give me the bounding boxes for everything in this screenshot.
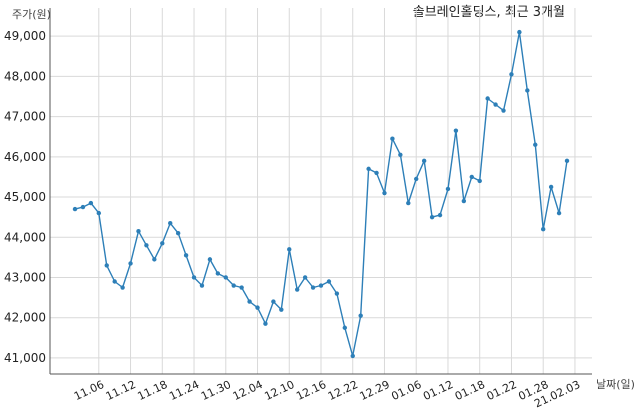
data-point <box>247 299 252 304</box>
data-point <box>461 198 467 204</box>
x-tick-label: 01.12 <box>421 378 455 403</box>
data-point <box>382 190 387 196</box>
data-point <box>191 275 197 280</box>
data-point <box>112 279 117 284</box>
x-tick-label: 11.06 <box>72 378 106 403</box>
y-tick-label: 43,000 <box>4 270 46 284</box>
x-tick-label: 11.24 <box>167 378 201 403</box>
data-point <box>318 283 324 288</box>
price-series <box>72 29 570 359</box>
data-point <box>540 227 546 232</box>
data-point <box>215 271 221 276</box>
y-tick-label: 48,000 <box>4 69 46 83</box>
chart-title: 솔브레인홀딩스, 최근 3개월 <box>413 5 565 20</box>
data-point <box>104 263 109 268</box>
grid <box>50 8 592 374</box>
x-tick-label: 01.06 <box>389 378 423 403</box>
y-axis-label: 주가(원) <box>12 8 51 21</box>
data-point <box>160 241 165 246</box>
data-point <box>96 210 102 216</box>
data-point <box>168 220 173 226</box>
data-point <box>501 108 506 113</box>
data-point <box>469 174 474 180</box>
data-point <box>429 214 435 220</box>
data-point <box>152 257 157 262</box>
data-point <box>294 287 300 292</box>
x-tick-label: 01.18 <box>453 378 487 403</box>
data-point <box>144 243 149 248</box>
data-point <box>120 285 125 290</box>
y-tick-label: 47,000 <box>4 110 46 124</box>
y-tick-label: 41,000 <box>4 351 46 365</box>
data-point <box>525 88 530 93</box>
y-tick-label: 44,000 <box>4 230 46 244</box>
data-point <box>493 102 498 107</box>
x-tick-label: 11.12 <box>104 378 138 403</box>
data-point <box>477 178 482 184</box>
data-point <box>302 275 308 280</box>
data-point <box>445 186 451 192</box>
data-point <box>533 142 538 147</box>
data-point <box>366 166 371 172</box>
data-point <box>310 285 316 290</box>
data-point <box>72 206 78 212</box>
data-point <box>342 325 348 330</box>
data-point <box>80 204 86 210</box>
data-point <box>326 279 332 284</box>
data-point <box>199 283 205 288</box>
y-tick-label: 49,000 <box>4 29 46 43</box>
data-point <box>517 29 522 35</box>
data-point <box>556 210 562 216</box>
x-tick-label: 12.04 <box>231 378 265 403</box>
y-tick-label: 42,000 <box>4 311 46 325</box>
data-point <box>548 184 554 190</box>
data-point <box>406 200 411 206</box>
data-point <box>398 152 403 158</box>
x-axis-label: 날짜(일) <box>596 377 635 391</box>
data-point <box>239 285 244 290</box>
axes <box>49 8 592 375</box>
data-point <box>390 136 395 141</box>
data-point <box>421 158 427 164</box>
data-point <box>485 96 490 101</box>
data-point <box>175 231 181 236</box>
x-tick-label: 12.22 <box>326 378 360 403</box>
x-tick-label: 12.16 <box>294 378 328 403</box>
data-point <box>350 353 355 359</box>
data-point <box>287 247 292 252</box>
data-point <box>509 72 514 77</box>
data-point <box>207 257 213 262</box>
x-tick-label: 12.10 <box>262 378 296 403</box>
x-tick-label: 11.18 <box>136 378 170 403</box>
x-tick-label: 11.30 <box>199 378 233 403</box>
data-point <box>231 283 236 288</box>
data-point <box>88 200 94 206</box>
data-point <box>437 212 443 218</box>
data-point <box>334 291 340 296</box>
data-point <box>279 307 284 312</box>
data-point <box>374 170 379 176</box>
data-point <box>183 253 189 258</box>
data-point <box>271 299 276 304</box>
data-point <box>564 158 570 164</box>
data-point <box>263 321 268 326</box>
y-tick-labels: 41,000 42,000 43,000 44,000 45,000 46,000 47,0… <box>4 29 46 365</box>
data-point <box>128 261 133 266</box>
x-tick-label: 12.29 <box>358 378 392 403</box>
x-tick-label: 01.22 <box>485 378 519 403</box>
data-point <box>358 313 363 318</box>
data-point <box>136 229 141 234</box>
data-point <box>255 305 260 310</box>
data-point <box>223 275 228 280</box>
x-tick-labels: 11.0611.1211.1811.2411.3012.0412.1012.16… <box>72 378 582 410</box>
data-point <box>453 128 459 133</box>
y-tick-label: 45,000 <box>4 190 46 204</box>
data-point <box>414 176 419 182</box>
y-tick-label: 46,000 <box>4 150 46 164</box>
